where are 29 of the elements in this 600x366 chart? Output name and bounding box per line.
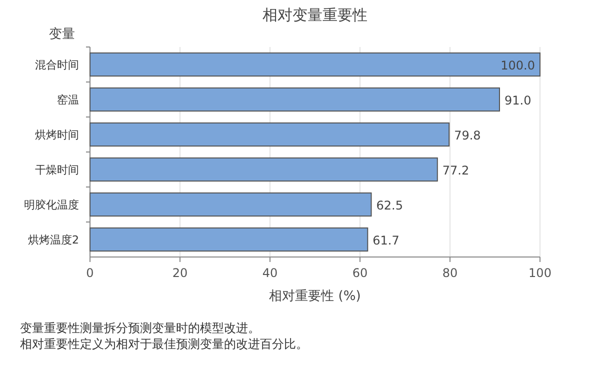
y-tick-label: 烘烤温度2: [28, 234, 79, 246]
x-tick-label: 80: [442, 266, 458, 280]
bar: [90, 192, 372, 217]
chart-title: 相对变量重要性: [262, 6, 368, 24]
bar: [90, 157, 438, 182]
data-label: 62.5: [376, 198, 403, 212]
y-axis-title: 变量: [49, 27, 75, 42]
x-tick-label: 20: [172, 266, 188, 280]
data-label: 100.0: [500, 58, 535, 72]
y-tick-label: 干燥时间: [35, 164, 79, 176]
bar: [90, 52, 540, 77]
data-label: 77.2: [442, 164, 470, 178]
x-axis-title: 相对重要性 (%): [269, 289, 361, 304]
y-tick-label: 烘烤时间: [35, 128, 79, 142]
data-label: 79.8: [454, 128, 481, 142]
x-tick-label: 100: [528, 266, 552, 280]
x-tick-label: 60: [352, 266, 368, 280]
text: 相对重要性定义为相对于最佳预测变量的改进百分比。: [20, 337, 308, 351]
bar: [90, 227, 368, 252]
text: 变量重要性测量拆分预测变量时的模型改进。: [20, 321, 260, 335]
data-label: 61.7: [372, 234, 400, 248]
bar: [90, 122, 450, 147]
x-tick-label: 0: [86, 266, 94, 280]
bar: [90, 87, 500, 112]
x-tick-label: 40: [262, 266, 278, 280]
y-tick-label: 明胶化温度: [24, 198, 79, 212]
y-tick-label: 混合时间: [35, 58, 79, 72]
y-tick-label: 窑温: [57, 94, 79, 106]
data-label: 91.0: [504, 94, 532, 108]
